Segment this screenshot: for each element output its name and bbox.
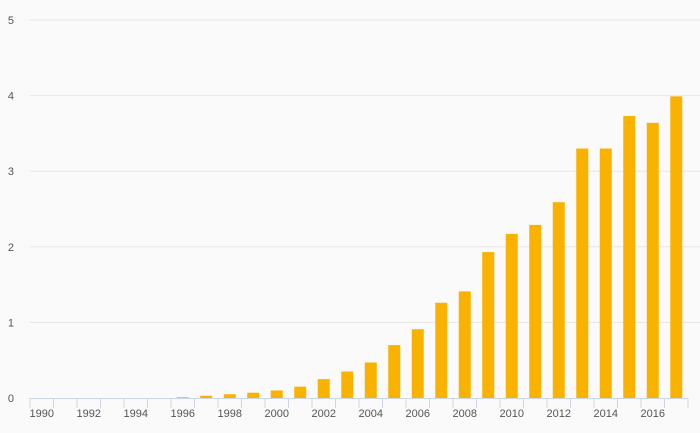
y-axis-labels: 0 1 2 3 4 5 bbox=[8, 15, 14, 405]
bar-2016 bbox=[646, 122, 659, 398]
x-tick-label: 1994 bbox=[124, 408, 148, 420]
y-tick-label: 1 bbox=[8, 317, 14, 329]
bar-2008 bbox=[458, 291, 471, 398]
bar-1996 bbox=[176, 397, 189, 398]
x-tick-label: 2006 bbox=[406, 408, 430, 420]
bar-2011 bbox=[529, 224, 542, 398]
bar-2007 bbox=[435, 302, 448, 398]
bar-2004 bbox=[364, 362, 377, 398]
bar-2002 bbox=[317, 379, 330, 398]
y-tick-label: 2 bbox=[8, 242, 14, 254]
x-axis-labels: 1990 1992 1994 1996 1998 2000 2002 2004 2006 2008… bbox=[30, 408, 665, 420]
bar-2000 bbox=[270, 390, 283, 398]
x-tick-label: 2008 bbox=[453, 408, 477, 420]
x-tick-label: 2014 bbox=[594, 408, 618, 420]
x-tick-label: 2002 bbox=[312, 408, 336, 420]
gridlines bbox=[30, 19, 700, 323]
y-tick-label: 4 bbox=[8, 91, 14, 103]
bar-2010 bbox=[505, 233, 518, 398]
x-tick-label: 2010 bbox=[500, 408, 524, 420]
bar-2015 bbox=[623, 116, 636, 399]
bar-2013 bbox=[576, 148, 589, 398]
x-tick-label: 2016 bbox=[641, 408, 665, 420]
x-tick-label: 1990 bbox=[30, 408, 54, 420]
bar-1999 bbox=[247, 392, 260, 398]
y-tick-label: 5 bbox=[8, 15, 14, 27]
x-tick-label: 1998 bbox=[218, 408, 242, 420]
bar-1997 bbox=[200, 395, 213, 398]
bar-2003 bbox=[341, 371, 354, 398]
bar-2017 bbox=[670, 96, 683, 398]
x-tick-label: 2004 bbox=[359, 408, 383, 420]
bar-2012 bbox=[552, 202, 565, 398]
bar-2001 bbox=[294, 386, 307, 398]
bar-2005 bbox=[388, 345, 401, 398]
y-tick-label: 0 bbox=[8, 393, 14, 405]
x-axis bbox=[29, 398, 689, 408]
bar-series bbox=[176, 96, 683, 399]
bar-1998 bbox=[223, 394, 236, 398]
x-tick-label: 2000 bbox=[265, 408, 289, 420]
y-tick-label: 3 bbox=[8, 166, 14, 178]
bar-2006 bbox=[411, 329, 424, 398]
x-tick-label: 1996 bbox=[171, 408, 195, 420]
bar-2014 bbox=[599, 148, 612, 398]
bar-2009 bbox=[482, 252, 495, 398]
x-tick-label: 1992 bbox=[77, 408, 101, 420]
x-tick-label: 2012 bbox=[547, 408, 571, 420]
